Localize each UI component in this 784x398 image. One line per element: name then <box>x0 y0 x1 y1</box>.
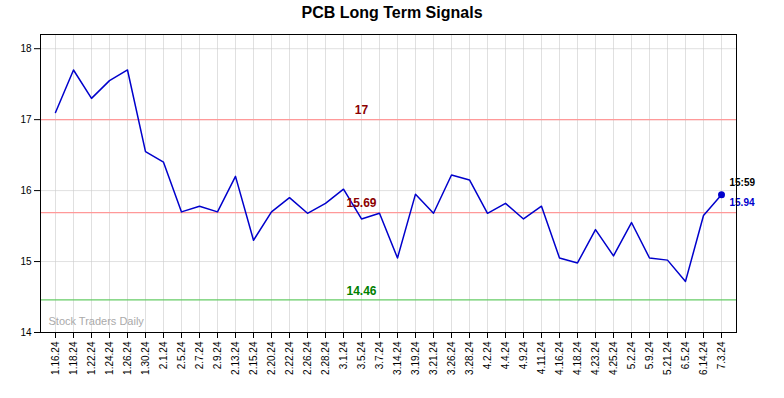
svg-text:3.1.24: 3.1.24 <box>338 341 349 369</box>
svg-text:2.1.24: 2.1.24 <box>158 341 169 369</box>
svg-text:3.7.24: 3.7.24 <box>374 341 385 369</box>
svg-text:6.5.24: 6.5.24 <box>680 341 691 369</box>
svg-text:5.2.24: 5.2.24 <box>626 341 637 369</box>
svg-text:15.94: 15.94 <box>730 197 755 208</box>
svg-text:Stock Traders Daily: Stock Traders Daily <box>49 315 145 327</box>
svg-text:6.14.24: 6.14.24 <box>698 341 709 375</box>
svg-text:1.24.24: 1.24.24 <box>104 341 115 375</box>
html-text:PCB Long Term Signals: PCB Long Term Signals <box>301 4 483 21</box>
svg-text:4.18.24: 4.18.24 <box>572 341 583 375</box>
svg-text:2.13.24: 2.13.24 <box>230 341 241 375</box>
svg-text:15:59: 15:59 <box>730 177 756 188</box>
svg-text:4.25.24: 4.25.24 <box>608 341 619 375</box>
svg-text:15.69: 15.69 <box>346 196 376 210</box>
svg-text:1.18.24: 1.18.24 <box>68 341 79 375</box>
svg-text:4.16.24: 4.16.24 <box>554 341 565 375</box>
svg-text:4.11.24: 4.11.24 <box>536 341 547 374</box>
svg-text:16: 16 <box>20 185 32 196</box>
svg-text:4.9.24: 4.9.24 <box>518 341 529 369</box>
svg-text:1.26.24: 1.26.24 <box>122 341 133 375</box>
svg-text:1.30.24: 1.30.24 <box>140 341 151 375</box>
svg-text:17: 17 <box>20 114 32 125</box>
svg-text:14: 14 <box>20 327 32 338</box>
svg-text:3.14.24: 3.14.24 <box>392 341 403 375</box>
svg-text:2.22.24: 2.22.24 <box>284 341 295 375</box>
svg-text:4.2.24: 4.2.24 <box>482 341 493 369</box>
svg-text:1.22.24: 1.22.24 <box>86 341 97 375</box>
svg-text:14.46: 14.46 <box>346 284 376 298</box>
svg-text:15: 15 <box>20 256 32 267</box>
svg-text:17: 17 <box>355 103 369 117</box>
svg-text:2.5.24: 2.5.24 <box>176 341 187 369</box>
svg-text:2.7.24: 2.7.24 <box>194 341 205 369</box>
svg-text:3.5.24: 3.5.24 <box>356 341 367 369</box>
svg-text:2.26.24: 2.26.24 <box>302 341 313 375</box>
svg-text:7.3.24: 7.3.24 <box>716 341 727 369</box>
svg-text:4.23.24: 4.23.24 <box>590 341 601 375</box>
svg-text:2.20.24: 2.20.24 <box>266 341 277 375</box>
svg-text:3.19.24: 3.19.24 <box>410 341 421 375</box>
svg-text:4.4.24: 4.4.24 <box>500 341 511 369</box>
svg-text:3.21.24: 3.21.24 <box>428 341 439 375</box>
svg-text:5.21.24: 5.21.24 <box>662 341 673 375</box>
svg-text:18: 18 <box>20 43 32 54</box>
svg-text:3.26.24: 3.26.24 <box>446 341 457 375</box>
svg-text:2.9.24: 2.9.24 <box>212 341 223 369</box>
svg-text:1.16.24: 1.16.24 <box>50 341 61 375</box>
svg-text:2.28.24: 2.28.24 <box>320 341 331 375</box>
svg-text:5.9.24: 5.9.24 <box>644 341 655 369</box>
svg-text:3.28.24: 3.28.24 <box>464 341 475 375</box>
svg-text:2.15.24: 2.15.24 <box>248 341 259 375</box>
